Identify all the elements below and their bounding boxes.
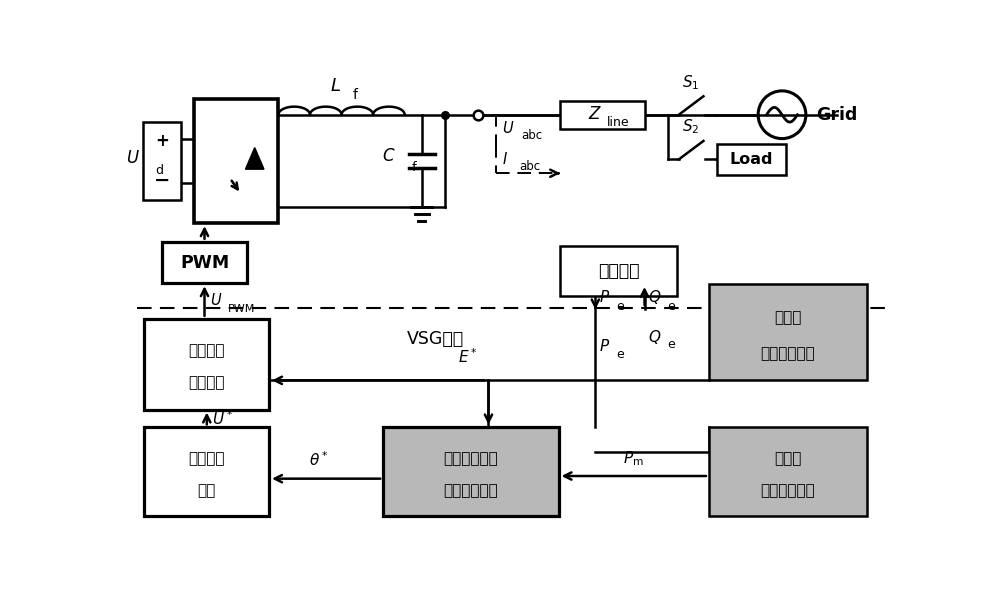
Text: $U$: $U$ — [210, 292, 222, 308]
Text: $U^*$: $U^*$ — [212, 409, 234, 428]
Text: （无功下垂）: （无功下垂） — [760, 346, 815, 361]
Text: f: f — [412, 160, 416, 173]
Text: $S_1$: $S_1$ — [682, 73, 700, 91]
Text: VSG控制: VSG控制 — [407, 330, 464, 348]
Text: PWM: PWM — [180, 254, 229, 271]
Bar — [709, 284, 867, 381]
Bar — [162, 242, 247, 283]
Text: 参考电压: 参考电压 — [189, 451, 225, 466]
Text: PWM: PWM — [228, 304, 255, 314]
Text: e: e — [616, 300, 624, 313]
Text: e: e — [616, 348, 624, 360]
Text: 生成: 生成 — [198, 484, 216, 499]
Text: line: line — [607, 116, 629, 129]
Text: $L$: $L$ — [330, 77, 341, 95]
Text: $P_\mathrm{m}$: $P_\mathrm{m}$ — [623, 450, 644, 468]
Bar — [709, 427, 867, 516]
Bar — [144, 319, 269, 409]
Text: d: d — [155, 163, 163, 176]
Text: abc: abc — [519, 160, 541, 173]
Text: 电压电流: 电压电流 — [189, 343, 225, 358]
Text: e: e — [668, 300, 675, 313]
Bar — [717, 144, 786, 175]
Text: f: f — [353, 88, 358, 101]
Text: abc: abc — [521, 129, 542, 142]
Text: 调速器: 调速器 — [774, 451, 801, 466]
Bar — [560, 101, 645, 129]
Text: （虚拟惯量）: （虚拟惯量） — [444, 484, 498, 499]
Text: 转子运动方程: 转子运动方程 — [444, 451, 498, 466]
Text: $I$: $I$ — [502, 150, 508, 166]
Bar — [383, 427, 559, 516]
Text: 功率计算: 功率计算 — [598, 263, 640, 280]
Text: −: − — [154, 171, 170, 190]
Text: $Q$: $Q$ — [648, 328, 662, 346]
Text: $U$: $U$ — [126, 149, 140, 167]
Bar — [144, 427, 269, 516]
Bar — [143, 122, 181, 200]
Bar — [194, 99, 278, 223]
Text: +: + — [155, 132, 169, 150]
Text: $U$: $U$ — [502, 120, 514, 136]
Text: Load: Load — [729, 152, 773, 167]
Text: $P$: $P$ — [599, 289, 610, 305]
Text: e: e — [668, 339, 675, 352]
Text: $Z$: $Z$ — [588, 105, 602, 123]
Bar — [560, 247, 677, 296]
Text: 双环控制: 双环控制 — [189, 375, 225, 390]
Text: $Q$: $Q$ — [648, 288, 662, 306]
Text: Grid: Grid — [816, 106, 857, 124]
Text: $E^*$: $E^*$ — [458, 348, 478, 366]
Text: $P$: $P$ — [599, 339, 610, 355]
Text: $\theta^*$: $\theta^*$ — [309, 451, 328, 470]
Text: （有功下垂）: （有功下垂） — [760, 484, 815, 499]
Text: $C$: $C$ — [382, 148, 395, 165]
Text: $S_2$: $S_2$ — [682, 117, 700, 136]
Text: 励磁器: 励磁器 — [774, 310, 801, 325]
Polygon shape — [245, 148, 264, 169]
